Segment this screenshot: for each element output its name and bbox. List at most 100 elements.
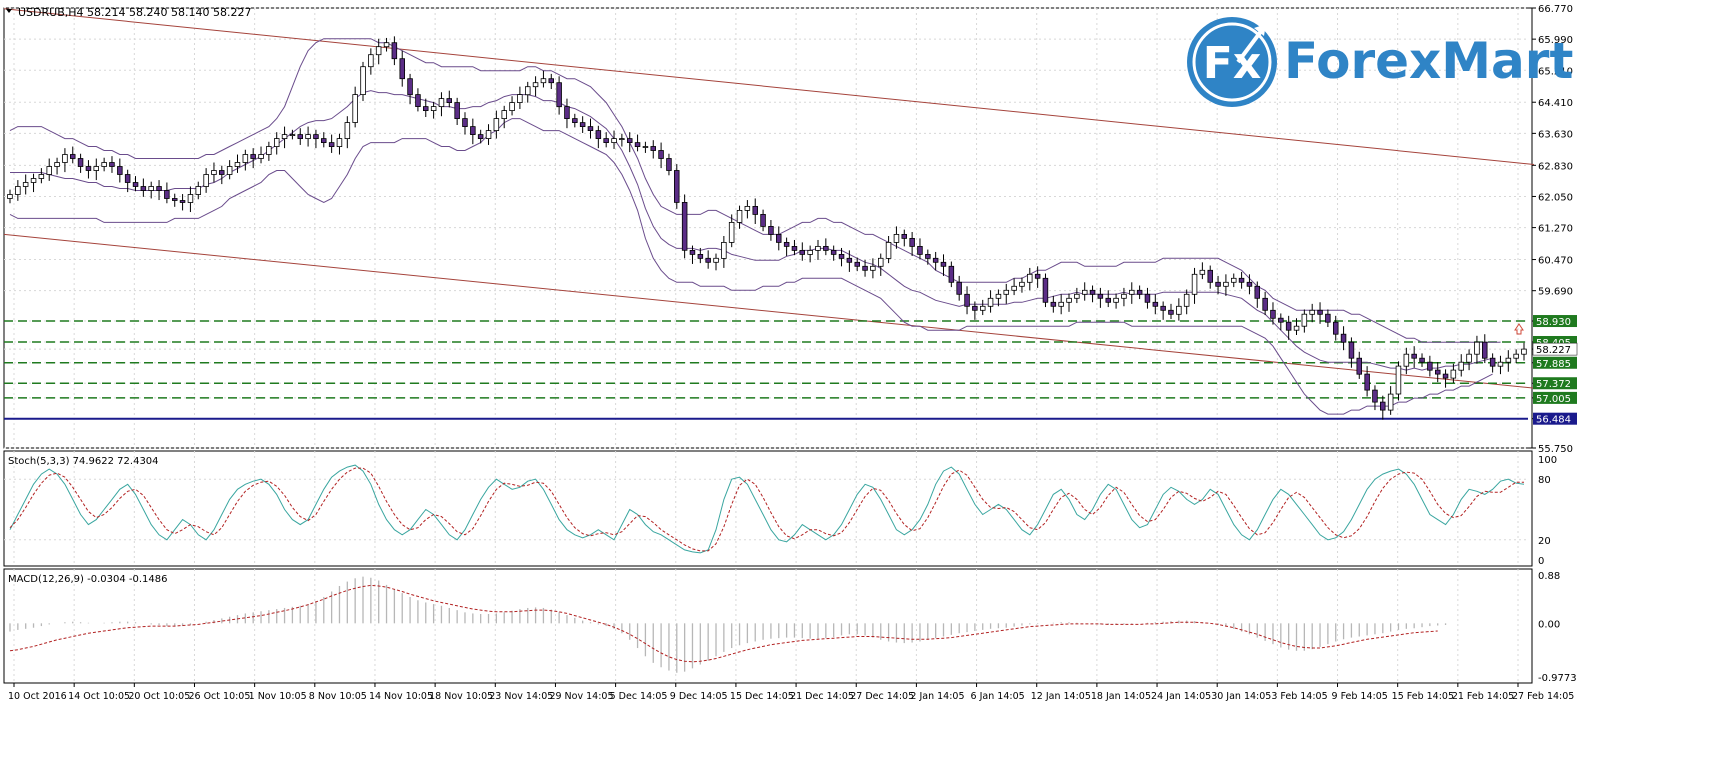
bullish-candle [226, 166, 233, 175]
bullish-candle [1223, 281, 1229, 287]
level-tag-label: 57.372 [1536, 379, 1571, 390]
bullish-candle [885, 241, 892, 259]
x-tick-label: 10 Oct 2016 [8, 691, 67, 702]
bearish-candle [564, 106, 570, 119]
bullish-candle [1199, 269, 1206, 275]
bullish-candle [38, 174, 45, 179]
bullish-candle [266, 146, 272, 155]
dropdown-triangle-icon[interactable] [6, 9, 12, 13]
bearish-candle [752, 205, 759, 215]
bearish-candle [846, 257, 853, 263]
stoch-tick-label: 100 [1538, 455, 1557, 466]
bearish-candle [1097, 293, 1104, 299]
x-tick-label: 27 Feb 14:05 [1512, 691, 1574, 702]
bearish-candle [1340, 333, 1347, 343]
bullish-candle [619, 138, 625, 141]
bullish-candle [713, 257, 719, 263]
bullish-candle [54, 162, 60, 167]
bearish-candle [634, 142, 641, 148]
bearish-candle [70, 154, 76, 159]
bearish-candle [1348, 341, 1355, 359]
bullish-candle [509, 102, 515, 111]
bearish-candle [1034, 273, 1041, 279]
bullish-candle [30, 178, 37, 183]
bearish-candle [783, 241, 790, 247]
symbol-header: USDRUB,H4 58.214 58.240 58.140 58.227 [18, 6, 251, 19]
bearish-candle [140, 186, 147, 191]
x-tick-label: 12 Jan 14:05 [1031, 691, 1091, 702]
bearish-candle [556, 82, 562, 108]
bearish-candle [579, 122, 586, 127]
level-tag-label: 57.885 [1536, 359, 1571, 370]
bullish-candle [611, 138, 617, 144]
bullish-candle [1309, 309, 1315, 315]
bearish-candle [925, 253, 931, 259]
bearish-candle [250, 154, 256, 159]
bullish-candle [1183, 293, 1190, 307]
bearish-candle [548, 78, 555, 84]
bearish-candle [117, 166, 123, 175]
bullish-candle [1058, 301, 1064, 307]
bearish-candle [407, 78, 413, 96]
bearish-candle [964, 293, 970, 307]
bullish-candle [430, 106, 437, 111]
bullish-candle [344, 122, 351, 139]
bearish-candle [776, 233, 782, 243]
bearish-candle [1254, 285, 1261, 299]
bearish-candle [791, 245, 798, 251]
forexmart-logo: Fx ForexMart [1187, 17, 1573, 107]
bullish-candle [203, 174, 209, 187]
bearish-candle [399, 58, 405, 80]
bearish-candle [823, 245, 829, 251]
bullish-candle [305, 134, 311, 140]
price-tick-label: 63.630 [1538, 129, 1573, 140]
bearish-candle [956, 281, 962, 295]
bullish-candle [485, 130, 492, 140]
bearish-candle [830, 249, 837, 255]
x-tick-label: 29 Nov 14:05 [549, 691, 613, 702]
bearish-candle [838, 253, 845, 259]
bullish-candle [1191, 273, 1198, 295]
bullish-candle [1387, 393, 1394, 411]
level-tag [1533, 412, 1577, 425]
bearish-candle [1050, 301, 1057, 307]
bullish-candle [815, 245, 821, 251]
bullish-candle [1497, 361, 1504, 367]
bearish-candle [1246, 281, 1253, 287]
x-tick-label: 27 Dec 14:05 [850, 691, 914, 702]
macd-tick-label: 0.88 [1538, 571, 1560, 582]
bullish-candle [15, 186, 21, 195]
bearish-candle [1042, 277, 1049, 303]
bullish-candle [46, 166, 53, 175]
bearish-candle [470, 126, 476, 135]
bearish-candle [658, 150, 664, 159]
bullish-candle [352, 94, 358, 123]
bullish-candle [289, 134, 296, 137]
bearish-candle [462, 118, 468, 127]
bearish-candle [218, 170, 225, 175]
bearish-candle [156, 186, 162, 191]
bullish-candle [258, 154, 264, 159]
price-tick-label: 66.770 [1538, 4, 1573, 15]
bearish-candle [85, 166, 92, 171]
bullish-candle [1231, 277, 1237, 283]
price-tick-label: 62.830 [1538, 161, 1573, 172]
stoch-signal-line [9, 467, 1524, 552]
bearish-candle [1152, 301, 1159, 307]
bearish-candle [454, 102, 460, 119]
bullish-candle [1395, 365, 1402, 395]
x-tick-label: 14 Nov 10:05 [369, 691, 433, 702]
bearish-candle [1489, 357, 1496, 367]
macd-signal-line [9, 584, 1438, 663]
x-tick-label: 21 Feb 14:05 [1452, 691, 1514, 702]
bearish-candle [1435, 369, 1441, 375]
bearish-candle [297, 134, 303, 140]
bearish-candle [901, 233, 908, 239]
bearish-candle [1160, 305, 1166, 311]
x-tick-label: 9 Dec 14:05 [670, 691, 728, 702]
stoch-label: Stoch(5,3,3) 74.9622 72.4304 [8, 456, 159, 467]
x-tick-label: 8 Nov 10:05 [309, 691, 367, 702]
bollinger-upper [9, 38, 1501, 343]
